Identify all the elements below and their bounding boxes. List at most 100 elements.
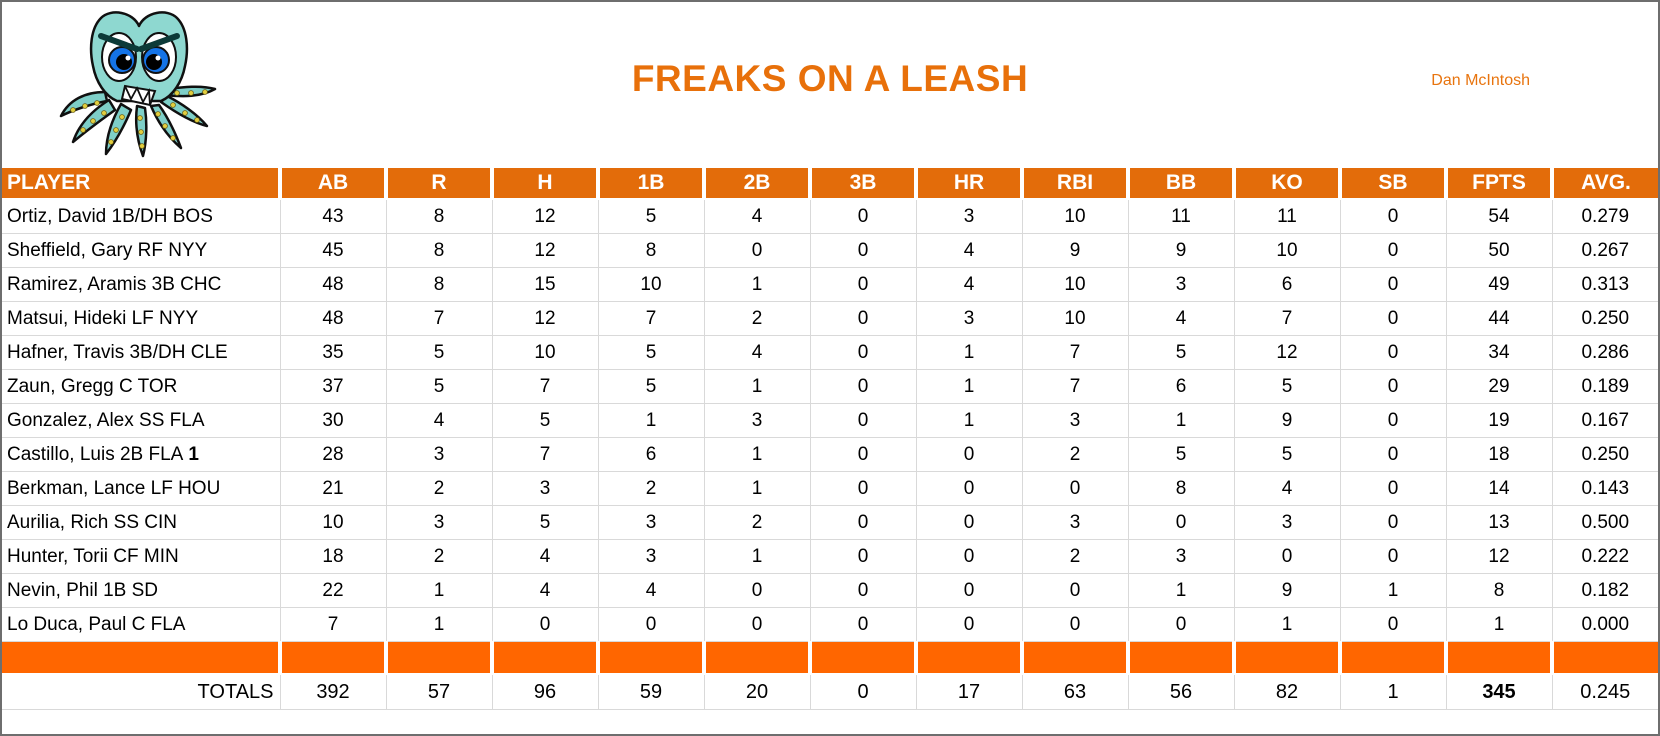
stat-cell: 0 <box>1339 199 1446 234</box>
stat-cell: 5 <box>1127 335 1234 370</box>
player-name-suffix: 1 <box>188 443 199 465</box>
stat-cell: 13 <box>1445 505 1552 540</box>
column-header-fpts: FPTS <box>1444 168 1552 200</box>
stat-cell: 1 <box>1339 573 1446 608</box>
stat-cell: 6 <box>1127 369 1234 404</box>
player-name-cell: Hunter, Torii CF MIN <box>2 539 280 574</box>
stat-cell: 6 <box>597 437 704 472</box>
stat-cell: 6 <box>1233 267 1340 302</box>
stat-cell: 12 <box>1445 539 1552 574</box>
stat-cell: 0 <box>1339 539 1446 574</box>
stat-cell: 0 <box>809 199 916 234</box>
stat-cell: 34 <box>1445 335 1552 370</box>
player-name-cell: Hafner, Travis 3B/DH CLE <box>2 335 280 370</box>
stat-cell: 0.000 <box>1551 607 1658 642</box>
stat-cell: 8 <box>385 199 492 234</box>
total-cell: 82 <box>1233 674 1340 710</box>
stat-cell: 0 <box>1339 301 1446 336</box>
stat-cell: 0 <box>809 301 916 336</box>
stat-cell: 18 <box>279 539 386 574</box>
stat-cell: 0 <box>1339 505 1446 540</box>
stat-cell: 8 <box>385 233 492 268</box>
stat-cell: 2 <box>597 471 704 506</box>
stat-cell: 14 <box>1445 471 1552 506</box>
stat-cell: 0 <box>915 437 1022 472</box>
stat-cell: 9 <box>1233 573 1340 608</box>
stat-cell: 4 <box>703 199 810 234</box>
top-banner: FREAKS ON A LEASH Dan McIntosh <box>2 2 1658 168</box>
stat-cell: 0 <box>703 573 810 608</box>
stat-cell: 0 <box>1127 607 1234 642</box>
stat-cell: 0.250 <box>1551 301 1658 336</box>
stat-cell: 0.143 <box>1551 471 1658 506</box>
stat-cell: 3 <box>385 437 492 472</box>
column-header-bb: BB <box>1126 168 1234 200</box>
player-name: Ramirez, Aramis 3B CHC <box>7 273 222 295</box>
player-name: Nevin, Phil 1B SD <box>7 579 159 601</box>
column-header-2b: 2B <box>702 168 810 200</box>
stat-cell: 2 <box>385 539 492 574</box>
stat-cell: 4 <box>491 539 598 574</box>
stat-cell: 0.267 <box>1551 233 1658 268</box>
stat-cell: 0 <box>597 607 704 642</box>
stat-cell: 9 <box>1021 233 1128 268</box>
stat-cell: 1 <box>703 471 810 506</box>
column-header-r: R <box>384 168 492 200</box>
column-header-hr: HR <box>914 168 1022 200</box>
player-name: Hunter, Torii CF MIN <box>7 545 179 567</box>
stat-cell: 1 <box>703 437 810 472</box>
stat-cell: 0 <box>809 471 916 506</box>
stat-cell: 3 <box>1021 505 1128 540</box>
stat-cell: 2 <box>703 301 810 336</box>
player-row: Gonzalez, Alex SS FLA 30 4 5 1 3 0 1 3 1 9 0 19 0.167 <box>2 403 1658 438</box>
player-name-cell: Sheffield, Gary RF NYY <box>2 233 280 268</box>
stat-cell: 2 <box>1021 539 1128 574</box>
stat-cell: 0 <box>809 505 916 540</box>
separator-cell <box>1338 641 1446 675</box>
stat-cell: 4 <box>915 267 1022 302</box>
player-name-cell: Lo Duca, Paul C FLA <box>2 607 280 642</box>
stat-cell: 0 <box>809 539 916 574</box>
stat-cell: 0 <box>1339 267 1446 302</box>
player-name: Berkman, Lance LF HOU <box>7 477 221 499</box>
stat-cell: 0 <box>809 607 916 642</box>
stat-cell: 0 <box>1339 607 1446 642</box>
separator-cell <box>490 641 598 675</box>
total-cell: 345 <box>1445 674 1552 710</box>
stat-cell: 3 <box>703 403 810 438</box>
stat-cell: 3 <box>597 539 704 574</box>
totals-row: TOTALS 392 57 96 59 20 0 17 63 56 82 1 345 0.245 <box>2 674 1658 710</box>
stat-cell: 5 <box>491 403 598 438</box>
stat-cell: 10 <box>1021 301 1128 336</box>
separator-cell <box>808 641 916 675</box>
stat-cell: 1 <box>915 403 1022 438</box>
player-name: Castillo, Luis 2B FLA <box>7 443 184 465</box>
player-name-cell: Berkman, Lance LF HOU <box>2 471 280 506</box>
player-name: Matsui, Hideki LF NYY <box>7 307 199 329</box>
stat-cell: 3 <box>1127 539 1234 574</box>
column-header-h: H <box>490 168 598 200</box>
stat-cell: 0.189 <box>1551 369 1658 404</box>
stat-cell: 0 <box>809 369 916 404</box>
stat-cell: 0.286 <box>1551 335 1658 370</box>
stat-cell: 0 <box>703 233 810 268</box>
stat-cell: 8 <box>385 267 492 302</box>
player-name: Lo Duca, Paul C FLA <box>7 613 186 635</box>
player-row: Hunter, Torii CF MIN 18 2 4 3 1 0 0 2 3 0 0 12 0.222 <box>2 539 1658 574</box>
stat-cell: 22 <box>279 573 386 608</box>
stat-cell: 0 <box>1021 573 1128 608</box>
column-header-rbi: RBI <box>1020 168 1128 200</box>
stat-cell: 10 <box>597 267 704 302</box>
player-name-cell: Matsui, Hideki LF NYY <box>2 301 280 336</box>
player-row: Zaun, Gregg C TOR 37 5 7 5 1 0 1 7 6 5 0 29 0.189 <box>2 369 1658 404</box>
stat-cell: 0 <box>915 505 1022 540</box>
player-name: Aurilia, Rich SS CIN <box>7 511 177 533</box>
stat-cell: 7 <box>1021 369 1128 404</box>
stat-cell: 0 <box>1127 505 1234 540</box>
player-name: Zaun, Gregg C TOR <box>7 375 178 397</box>
stat-cell: 44 <box>1445 301 1552 336</box>
stat-cell: 9 <box>1233 403 1340 438</box>
stat-cell: 0.500 <box>1551 505 1658 540</box>
column-header-player: PLAYER <box>2 168 280 200</box>
separator-cell <box>1550 641 1658 675</box>
